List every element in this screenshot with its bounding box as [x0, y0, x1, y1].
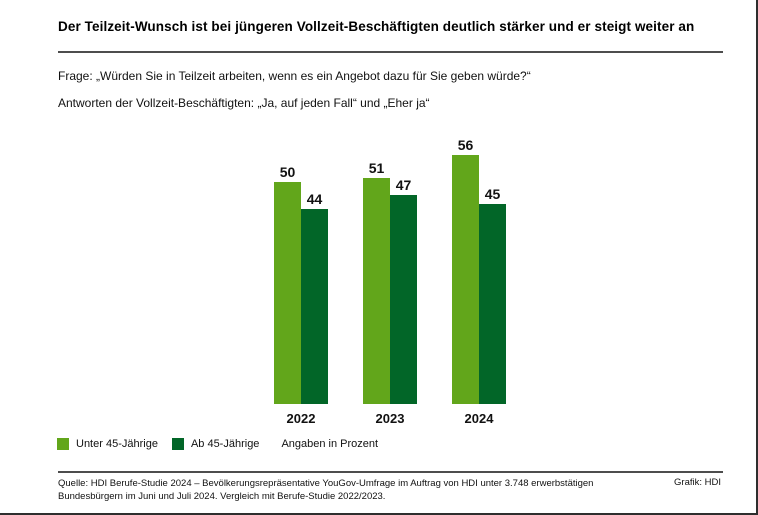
question-text: Frage: „Würden Sie in Teilzeit arbeiten,… — [58, 69, 531, 83]
bar-value-unter-45-j-hrige-2022: 50 — [279, 164, 296, 180]
bar-unter-45-j-hrige-2023 — [363, 178, 390, 404]
bar-ab-45-j-hrige-2022 — [301, 209, 328, 404]
bar-slot-unter-45-j-hrige-2023: 51 — [363, 161, 390, 404]
bar-value-ab-45-j-hrige-2022: 44 — [306, 191, 323, 207]
title-divider — [58, 51, 723, 53]
bar-value-unter-45-j-hrige-2024: 56 — [457, 137, 474, 153]
footer-divider — [58, 471, 723, 473]
bar-slot-ab-45-j-hrige-2024: 45 — [479, 187, 506, 404]
x-axis-label-2024: 2024 — [464, 411, 494, 426]
bar-value-ab-45-j-hrige-2024: 45 — [484, 186, 501, 202]
bar-slot-unter-45-j-hrige-2022: 50 — [274, 165, 301, 404]
x-axis-label-2022: 2022 — [286, 411, 316, 426]
bar-group-2023: 51 47 2023 — [363, 161, 417, 426]
answers-note: Antworten der Vollzeit-Beschäftigten: „J… — [58, 96, 430, 110]
unit-note: Angaben in Prozent — [281, 438, 379, 450]
bar-group-2022: 50 44 2022 — [274, 165, 328, 426]
legend-swatch-ab-45 — [171, 438, 184, 450]
bar-unter-45-j-hrige-2024 — [452, 155, 479, 404]
legend-label-unter-45: Unter 45-Jährige — [76, 438, 158, 450]
x-axis-label-2023: 2023 — [375, 411, 405, 426]
graphic-credit: Grafik: HDI — [674, 477, 721, 488]
chart-legend: Unter 45-Jährige Ab 45-Jährige Angaben i… — [57, 438, 378, 450]
bar-ab-45-j-hrige-2023 — [390, 195, 417, 404]
bar-value-unter-45-j-hrige-2023: 51 — [368, 160, 385, 176]
bar-value-ab-45-j-hrige-2023: 47 — [395, 177, 412, 193]
source-line-1: Quelle: HDI Berufe-Studie 2024 – Bevölke… — [58, 478, 594, 489]
bar-chart: 50 44 2022 51 47 2023 56 45 2024 — [274, 138, 506, 426]
bar-slot-unter-45-j-hrige-2024: 56 — [452, 138, 479, 404]
legend-swatch-unter-45 — [57, 438, 69, 450]
bar-slot-ab-45-j-hrige-2023: 47 — [390, 178, 417, 404]
bar-ab-45-j-hrige-2024 — [479, 204, 506, 404]
source-line-2: Bundesbürgern im Juni und Juli 2024. Ver… — [58, 491, 386, 502]
bar-group-2024: 56 45 2024 — [452, 138, 506, 426]
page-title: Der Teilzeit-Wunsch ist bei jüngeren Vol… — [58, 19, 695, 34]
source-text: Quelle: HDI Berufe-Studie 2024 – Bevölke… — [58, 477, 633, 503]
legend-label-ab-45: Ab 45-Jährige — [190, 438, 260, 450]
bar-unter-45-j-hrige-2022 — [274, 182, 301, 404]
bar-slot-ab-45-j-hrige-2022: 44 — [301, 192, 328, 404]
